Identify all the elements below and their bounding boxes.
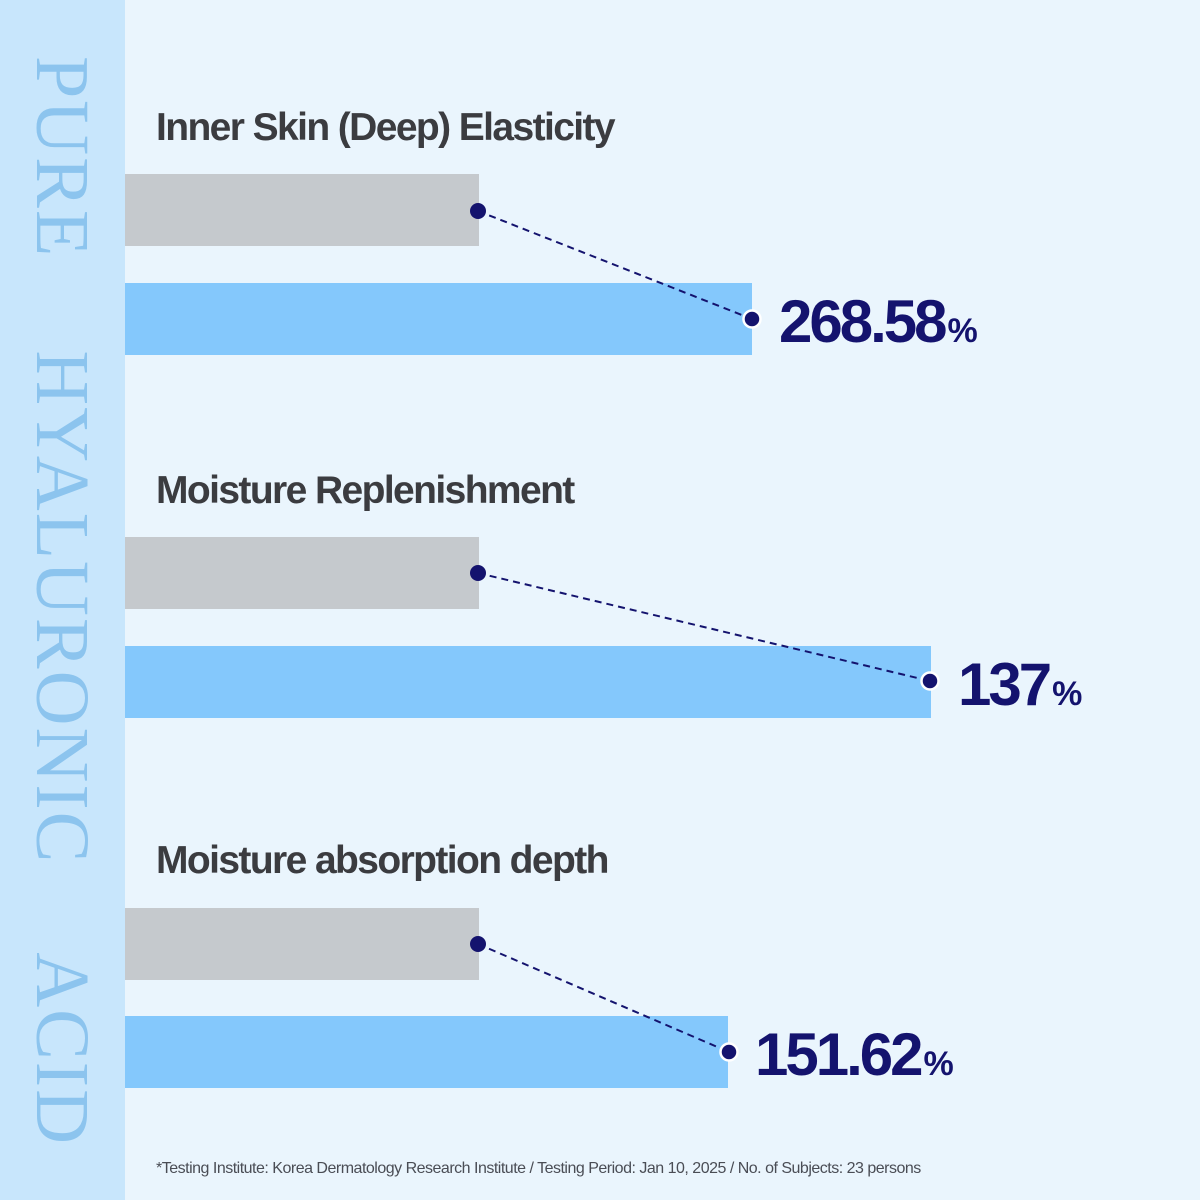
group-title-elasticity: Inner Skin (Deep) Elasticity [156, 106, 616, 149]
sidebar-band: PURE HYALURONIC ACID [0, 0, 125, 1200]
value-number: 268.58 [779, 288, 948, 355]
percent-sign: % [923, 1045, 954, 1083]
before-bar-moisture-replenishment [125, 537, 479, 609]
after-bar-moisture-replenishment [125, 646, 931, 718]
group-title-absorption-depth: Moisture absorption depth [156, 839, 609, 882]
vertical-brand-text: PURE HYALURONIC ACID [20, 56, 104, 1146]
after-bar-elasticity [125, 283, 752, 355]
before-bar-elasticity [125, 174, 479, 246]
after-bar-absorption-depth [125, 1016, 728, 1088]
group-title-moisture-replenishment: Moisture Replenishment [156, 469, 575, 512]
value-label-absorption-depth: 151.62% [755, 1025, 954, 1085]
percent-sign: % [1052, 675, 1083, 713]
value-number: 137 [958, 651, 1052, 718]
footnote: *Testing Institute: Korea Dermatology Re… [156, 1160, 921, 1177]
value-label-moisture-replenishment: 137% [958, 655, 1082, 715]
percent-sign: % [947, 312, 978, 350]
before-bar-absorption-depth [125, 908, 479, 980]
value-label-elasticity: 268.58% [779, 292, 978, 352]
value-number: 151.62 [755, 1021, 924, 1088]
